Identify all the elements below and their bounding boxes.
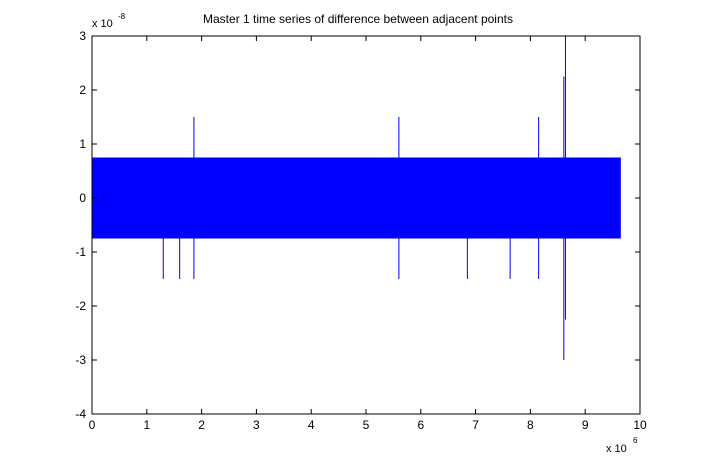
y-multiplier: x 10 -8 [92,12,126,30]
series-0-dense-band [92,157,621,239]
x-tick-label: 8 [527,418,534,432]
y-multiplier-exponent: -8 [118,12,126,21]
x-tick-label: 7 [472,418,479,432]
y-tick-label: -3 [75,353,86,367]
x-tick-label: 6 [417,418,424,432]
x-tick-label: 4 [308,418,315,432]
x-multiplier-exponent: 6 [633,436,638,445]
y-tick-label: 1 [79,137,86,151]
chart-title: Master 1 time series of difference betwe… [203,12,513,26]
plot-area [92,36,621,360]
x-tick-label: 10 [633,418,647,432]
y-tick-label: 0 [79,191,86,205]
y-tick-label: 3 [79,29,86,43]
x-tick-label: 0 [89,418,96,432]
y-tick-label: -1 [75,245,86,259]
x-tick-label: 5 [363,418,370,432]
y-tick-label: -4 [75,407,86,421]
y-multiplier-base: x 10 [92,18,113,30]
x-tick-label: 3 [253,418,260,432]
y-axis: -4 -3 -2 -1 0 1 2 3 [75,29,640,421]
y-tick-label: -2 [75,299,86,313]
x-tick-label: 2 [198,418,205,432]
x-multiplier: x 10 6 [606,436,638,455]
x-multiplier-base: x 10 [606,443,627,455]
x-tick-label: 9 [582,418,589,432]
x-axis: 0 1 2 3 4 5 6 7 8 9 10 [89,36,647,432]
y-tick-label: 2 [79,83,86,97]
x-tick-label: 1 [143,418,150,432]
